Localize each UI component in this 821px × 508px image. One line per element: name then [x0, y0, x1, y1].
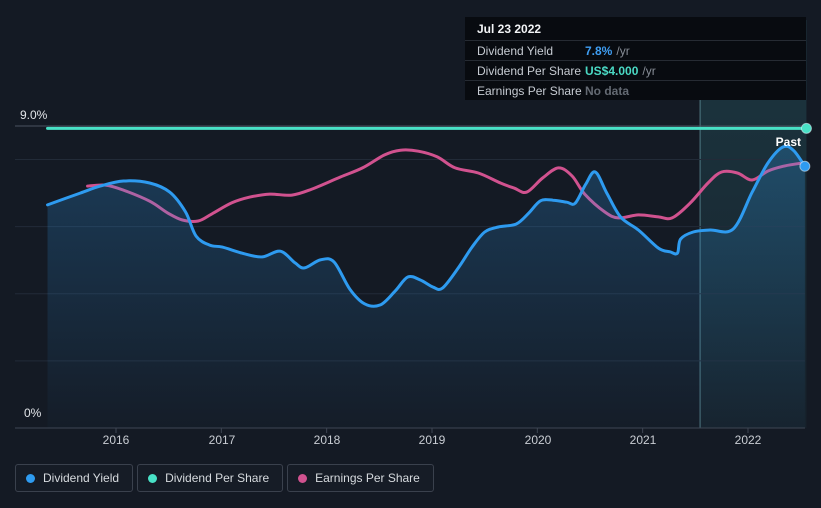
tooltip-row-earnings-per-share: Earnings Per Share No data [465, 80, 806, 100]
tooltip: Jul 23 2022 Dividend Yield 7.8%/yr Divid… [465, 17, 806, 100]
legend-label: Earnings Per Share [315, 471, 420, 485]
past-label: Past [776, 135, 801, 149]
x-tick-label-2020: 2020 [525, 433, 552, 447]
series-line-dividend-yield [46, 144, 807, 308]
earnings-per-share-dot-icon [298, 473, 308, 483]
legend-item-earnings-per-share[interactable]: Earnings Per Share [287, 464, 434, 492]
tooltip-value: No data [585, 83, 630, 98]
y-axis-top-label: 9.0% [20, 108, 48, 122]
x-tick-label-2019: 2019 [419, 433, 446, 447]
dividend-yield-dot-icon [26, 473, 35, 483]
tooltip-label: Earnings Per Share [477, 83, 582, 98]
tooltip-row-dividend-per-share: Dividend Per Share US$4.000/yr [465, 60, 806, 80]
x-tick-label-2017: 2017 [209, 433, 236, 447]
dividend-per-share-dot-icon [148, 473, 158, 483]
series-line-earnings-per-share [86, 148, 805, 223]
legend: Dividend Yield Dividend Per Share Earnin… [15, 464, 434, 492]
legend-item-dividend-per-share[interactable]: Dividend Per Share [137, 464, 284, 492]
legend-label: Dividend Per Share [165, 471, 270, 485]
legend-item-dividend-yield[interactable]: Dividend Yield [15, 464, 134, 492]
tooltip-value: 7.8%/yr [585, 43, 630, 58]
tooltip-row-dividend-yield: Dividend Yield 7.8%/yr [465, 40, 806, 60]
x-tick-label-2021: 2021 [630, 433, 657, 447]
y-axis-zero-label: 0% [24, 406, 42, 420]
x-tick-label-2016: 2016 [103, 433, 130, 447]
x-axis [15, 427, 805, 433]
x-tick-label-2022: 2022 [735, 433, 762, 447]
tooltip-value: US$4.000/yr [585, 63, 656, 78]
series-area-dividend-yield [47, 146, 805, 428]
series-lines [46, 122, 812, 428]
tooltip-date: Jul 23 2022 [477, 22, 542, 36]
series-end-dot-dividend-yield [799, 160, 811, 172]
tooltip-label: Dividend Yield [477, 43, 554, 58]
series-end-dot-dividend-per-share [800, 122, 812, 134]
legend-label: Dividend Yield [43, 471, 120, 485]
tooltip-label: Dividend Per Share [477, 63, 582, 78]
x-tick-label-2018: 2018 [314, 433, 341, 447]
